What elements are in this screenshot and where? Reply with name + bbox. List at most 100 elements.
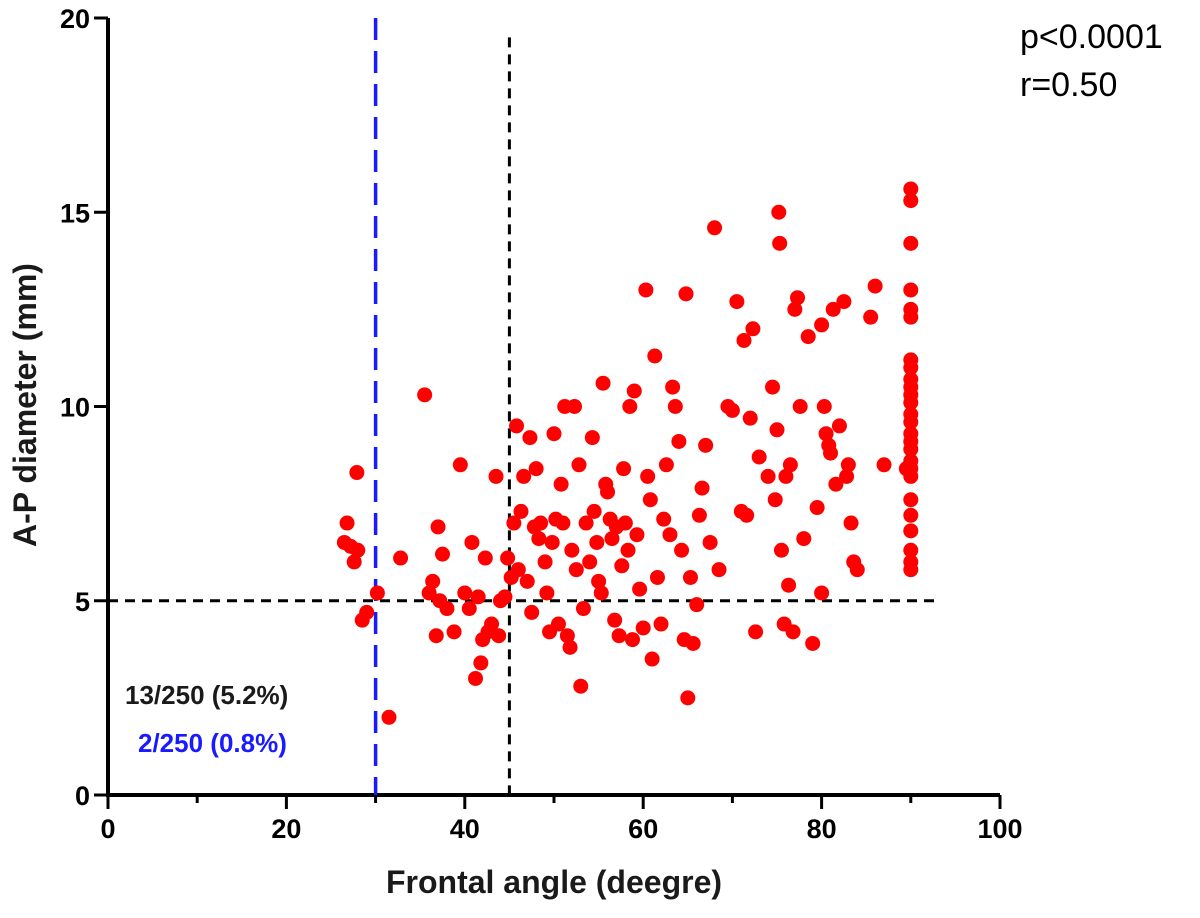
data-point: [903, 181, 919, 197]
data-point: [640, 468, 656, 484]
data-point: [550, 616, 566, 632]
x-tick-label-60: 60: [628, 814, 658, 844]
data-point: [903, 441, 919, 457]
data-point: [771, 204, 787, 220]
data-point: [682, 569, 698, 585]
x-tick-label-0: 0: [100, 814, 115, 844]
count-annotation-black: 13/250 (5.2%): [125, 680, 288, 710]
data-point: [350, 542, 366, 558]
data-point: [497, 589, 513, 605]
data-point: [831, 418, 847, 434]
data-point: [689, 597, 705, 613]
data-point: [381, 709, 397, 725]
data-point: [751, 449, 767, 465]
data-point: [662, 527, 678, 543]
y-tick-label-5: 5: [75, 587, 90, 617]
data-point: [903, 282, 919, 298]
data-point: [849, 562, 865, 578]
data-point: [760, 468, 776, 484]
data-point: [674, 542, 690, 558]
axes: [94, 16, 1002, 809]
data-point: [516, 468, 532, 484]
data-point: [617, 515, 633, 531]
data-point: [562, 639, 578, 655]
y-tick-label-0: 0: [75, 781, 90, 811]
data-point: [629, 527, 645, 543]
data-point: [573, 678, 589, 694]
data-point: [519, 573, 535, 589]
data-point: [446, 624, 462, 640]
data-point: [642, 492, 658, 508]
data-point: [796, 531, 812, 547]
data-point: [649, 569, 665, 585]
data-point: [632, 581, 648, 597]
data-point: [595, 375, 611, 391]
data-point: [513, 503, 529, 519]
tick-labels: 0 20 40 60 80 100 0 5 10 15 20: [60, 4, 1023, 844]
data-point: [635, 620, 651, 636]
data-point: [903, 562, 919, 578]
data-point: [346, 554, 362, 570]
data-point: [739, 507, 755, 523]
data-point: [509, 418, 525, 434]
data-point: [903, 235, 919, 251]
data-point: [903, 492, 919, 508]
data-point: [903, 309, 919, 325]
data-point: [903, 193, 919, 209]
count-annotation-blue: 2/250 (0.8%): [138, 728, 287, 758]
data-point: [903, 360, 919, 376]
data-point: [468, 670, 484, 686]
data-point: [575, 601, 591, 617]
data-point: [559, 628, 575, 644]
data-point: [593, 585, 609, 601]
data-point: [742, 410, 758, 426]
data-point: [604, 531, 620, 547]
reference-lines: [108, 18, 938, 795]
data-point: [393, 550, 409, 566]
data-point: [506, 515, 522, 531]
data-point: [903, 468, 919, 484]
data-point: [685, 635, 701, 651]
data-point: [772, 235, 788, 251]
data-point: [724, 402, 740, 418]
data-point: [611, 628, 627, 644]
data-point: [656, 511, 672, 527]
data-point: [653, 616, 669, 632]
data-point: [748, 624, 764, 640]
data-point: [524, 604, 540, 620]
y-tick-label-10: 10: [60, 393, 90, 423]
data-point: [665, 379, 681, 395]
data-point: [638, 282, 654, 298]
data-point: [607, 612, 623, 628]
data-point: [729, 294, 745, 310]
data-point: [568, 562, 584, 578]
data-point: [584, 430, 600, 446]
r-value-annotation: r=0.50: [1020, 66, 1117, 104]
data-point: [578, 515, 594, 531]
data-point: [691, 507, 707, 523]
data-point: [843, 515, 859, 531]
x-tick-label-100: 100: [977, 814, 1022, 844]
data-point: [823, 445, 839, 461]
data-point: [836, 294, 852, 310]
data-point: [564, 542, 580, 558]
data-point: [428, 628, 444, 644]
data-point: [473, 655, 489, 671]
data-point: [698, 437, 714, 453]
data-point: [816, 399, 832, 414]
y-axis-title: A-P diameter (mm): [7, 263, 43, 547]
data-point: [769, 422, 785, 438]
data-point: [658, 457, 674, 473]
data-point: [800, 329, 816, 345]
data-point: [876, 457, 892, 473]
data-point: [903, 507, 919, 523]
data-point: [644, 651, 660, 667]
data-point: [484, 616, 500, 632]
data-point: [745, 321, 761, 337]
data-point: [349, 465, 365, 481]
data-point: [435, 546, 450, 562]
data-point: [544, 534, 560, 550]
data-point: [539, 585, 555, 601]
data-points: [336, 181, 919, 725]
